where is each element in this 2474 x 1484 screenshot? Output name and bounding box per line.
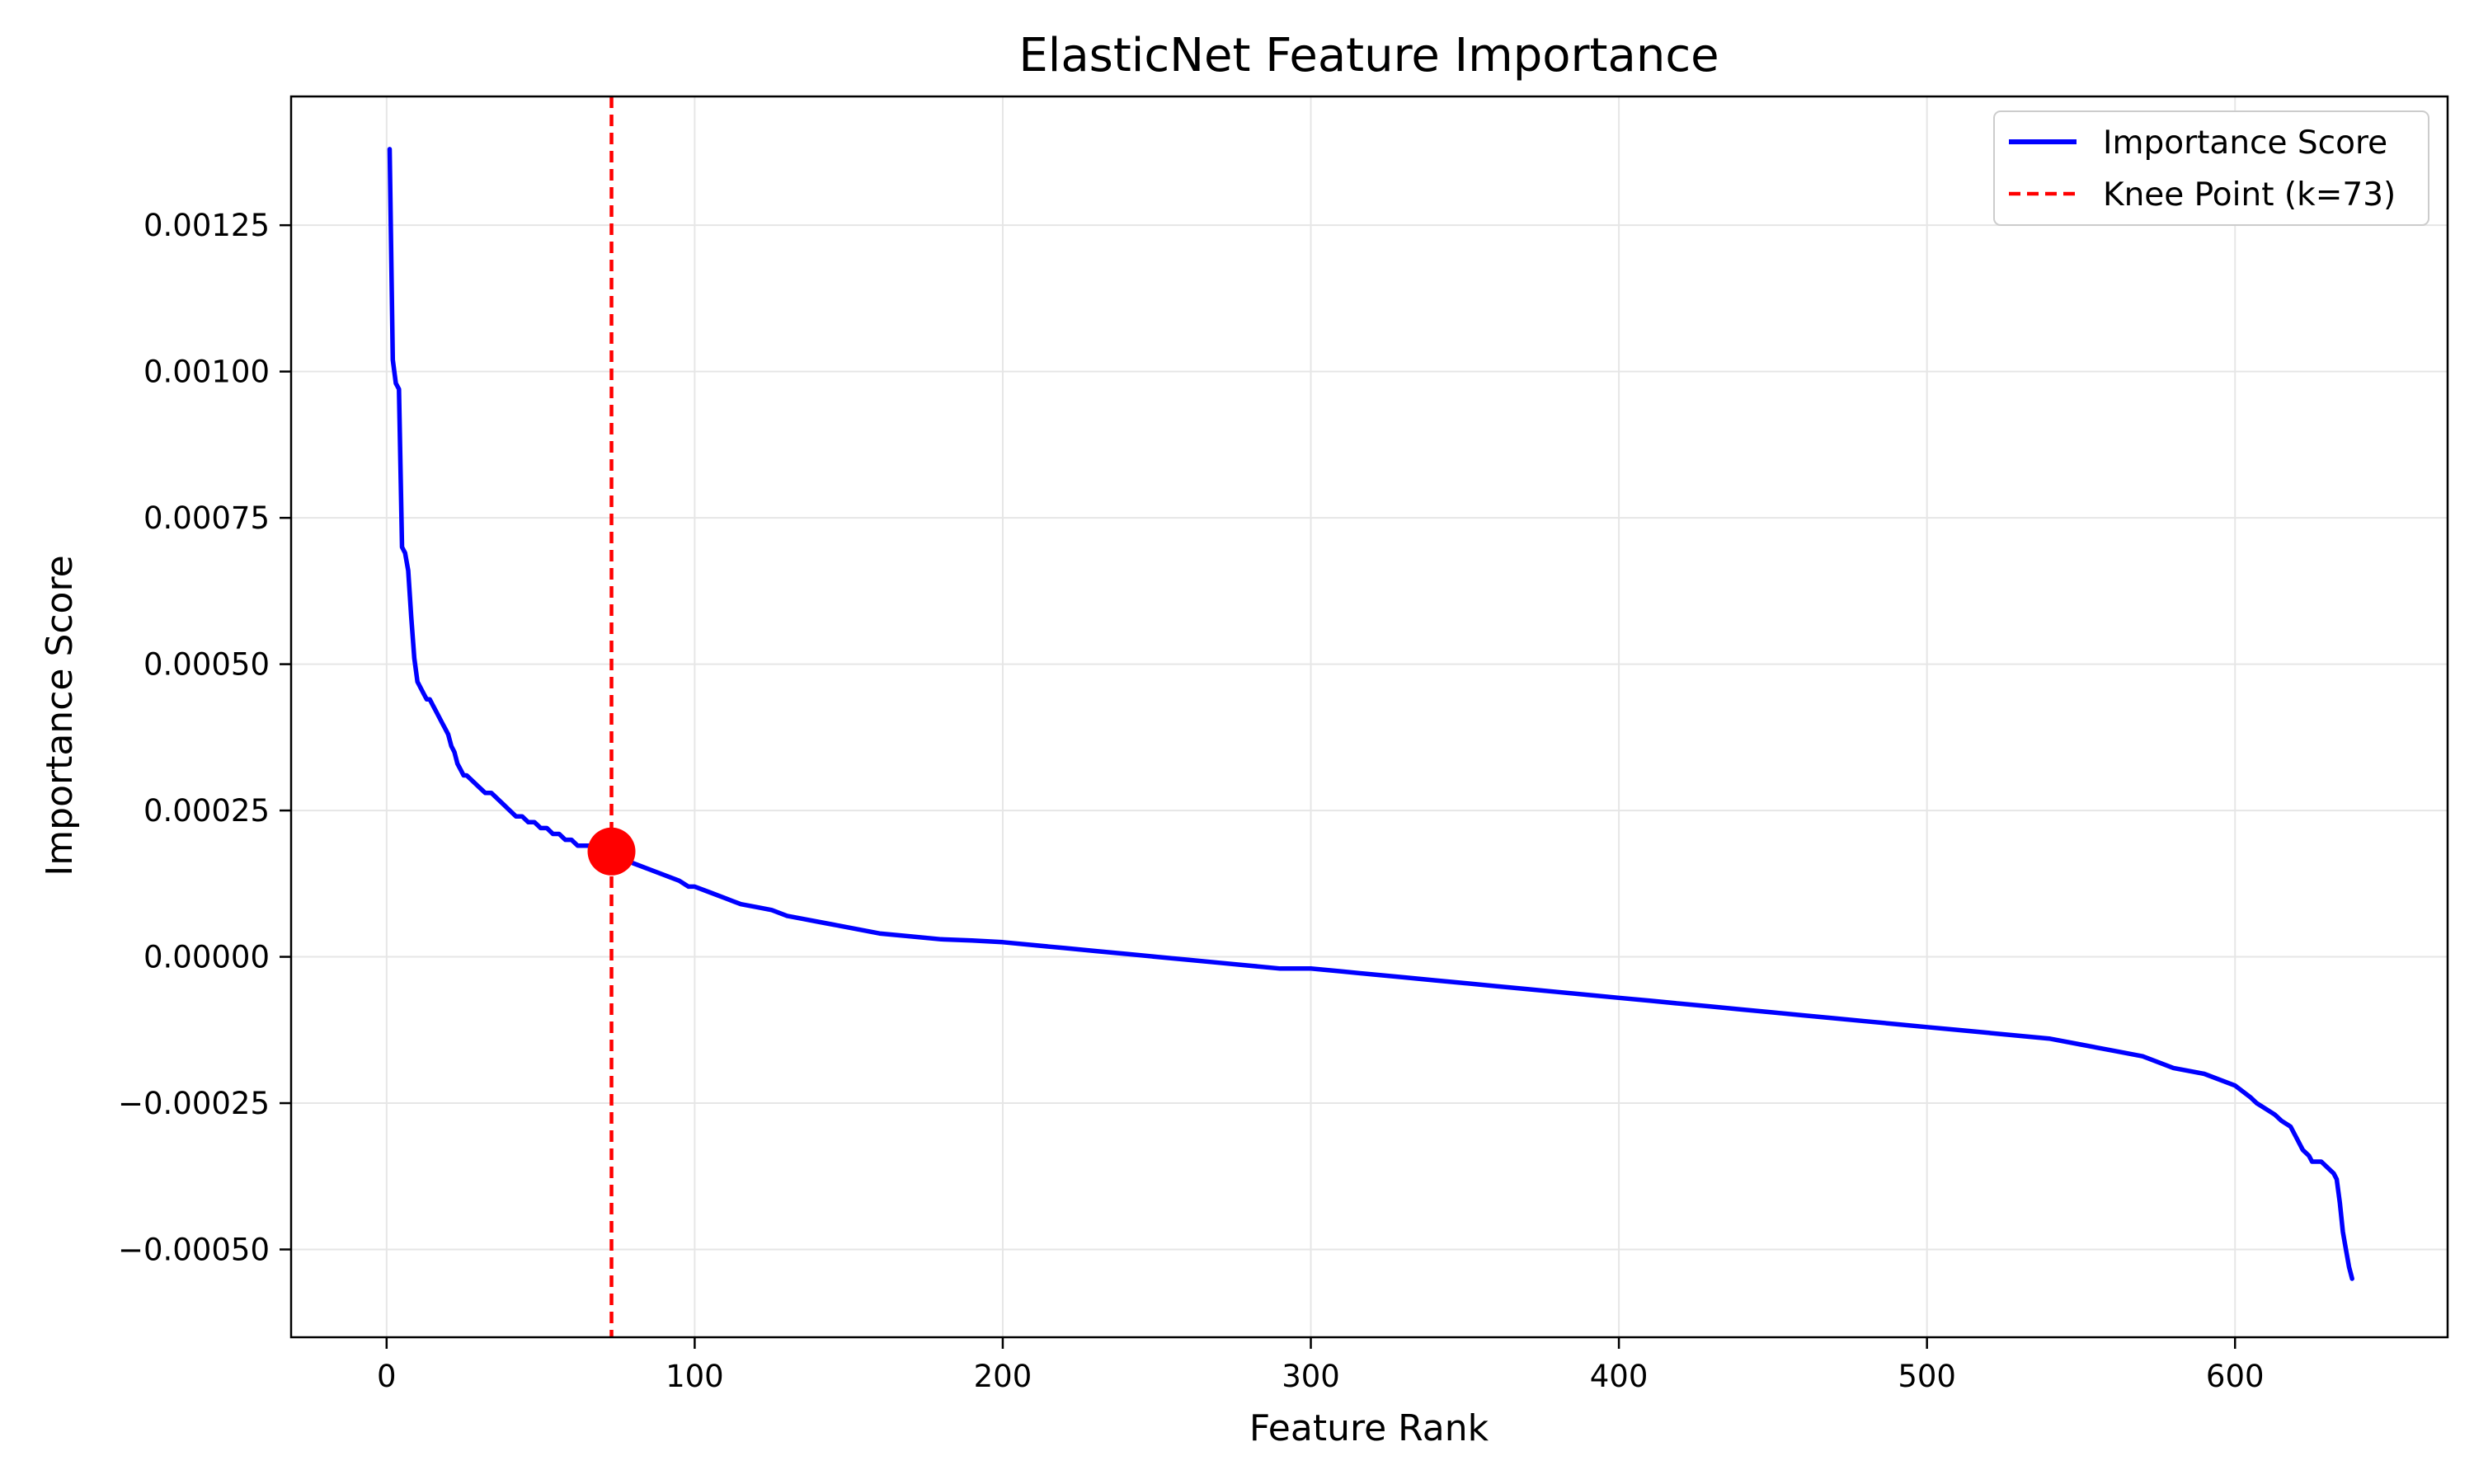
importance-score-line xyxy=(387,147,2354,1281)
y-tick-label: −0.00050 xyxy=(118,1233,270,1268)
knee-point-marker xyxy=(587,827,636,876)
chart-title: ElasticNet Feature Importance xyxy=(1018,29,1719,82)
y-tick-label: 0.00100 xyxy=(143,355,270,390)
legend-label-importance: Importance Score xyxy=(2103,124,2387,162)
x-tick-label: 100 xyxy=(666,1359,724,1394)
x-axis-label: Feature Rank xyxy=(1249,1407,1489,1449)
legend: Importance Score Knee Point (k=73) xyxy=(1993,110,2429,226)
plot-frame xyxy=(289,95,2449,1339)
y-tick-label: 0.00075 xyxy=(143,500,270,536)
grid xyxy=(291,96,2448,1337)
x-tick-label: 200 xyxy=(974,1359,1032,1394)
y-axis-ticks: −0.00050 −0.00025 0.00000 0.00025 0.00050 0.0… xyxy=(118,208,291,1268)
x-tick-label: 500 xyxy=(1898,1359,1956,1394)
y-tick-label: 0.00050 xyxy=(143,647,270,683)
x-tick-label: 600 xyxy=(2206,1359,2265,1394)
legend-label-knee: Knee Point (k=73) xyxy=(2103,176,2396,214)
legend-box xyxy=(1993,110,2429,226)
y-tick-label: 0.00000 xyxy=(143,940,270,975)
y-tick-label: −0.00025 xyxy=(118,1086,270,1121)
x-tick-label: 300 xyxy=(1282,1359,1340,1394)
series-layer xyxy=(387,147,2354,1281)
x-tick-label: 0 xyxy=(377,1359,397,1394)
y-tick-label: 0.00025 xyxy=(143,793,270,829)
y-tick-label: 0.00125 xyxy=(143,208,270,243)
x-tick-label: 400 xyxy=(1590,1359,1649,1394)
x-axis-ticks: 0 100 200 300 400 500 600 xyxy=(377,1337,2265,1394)
y-axis-label: Importance Score xyxy=(39,555,81,876)
